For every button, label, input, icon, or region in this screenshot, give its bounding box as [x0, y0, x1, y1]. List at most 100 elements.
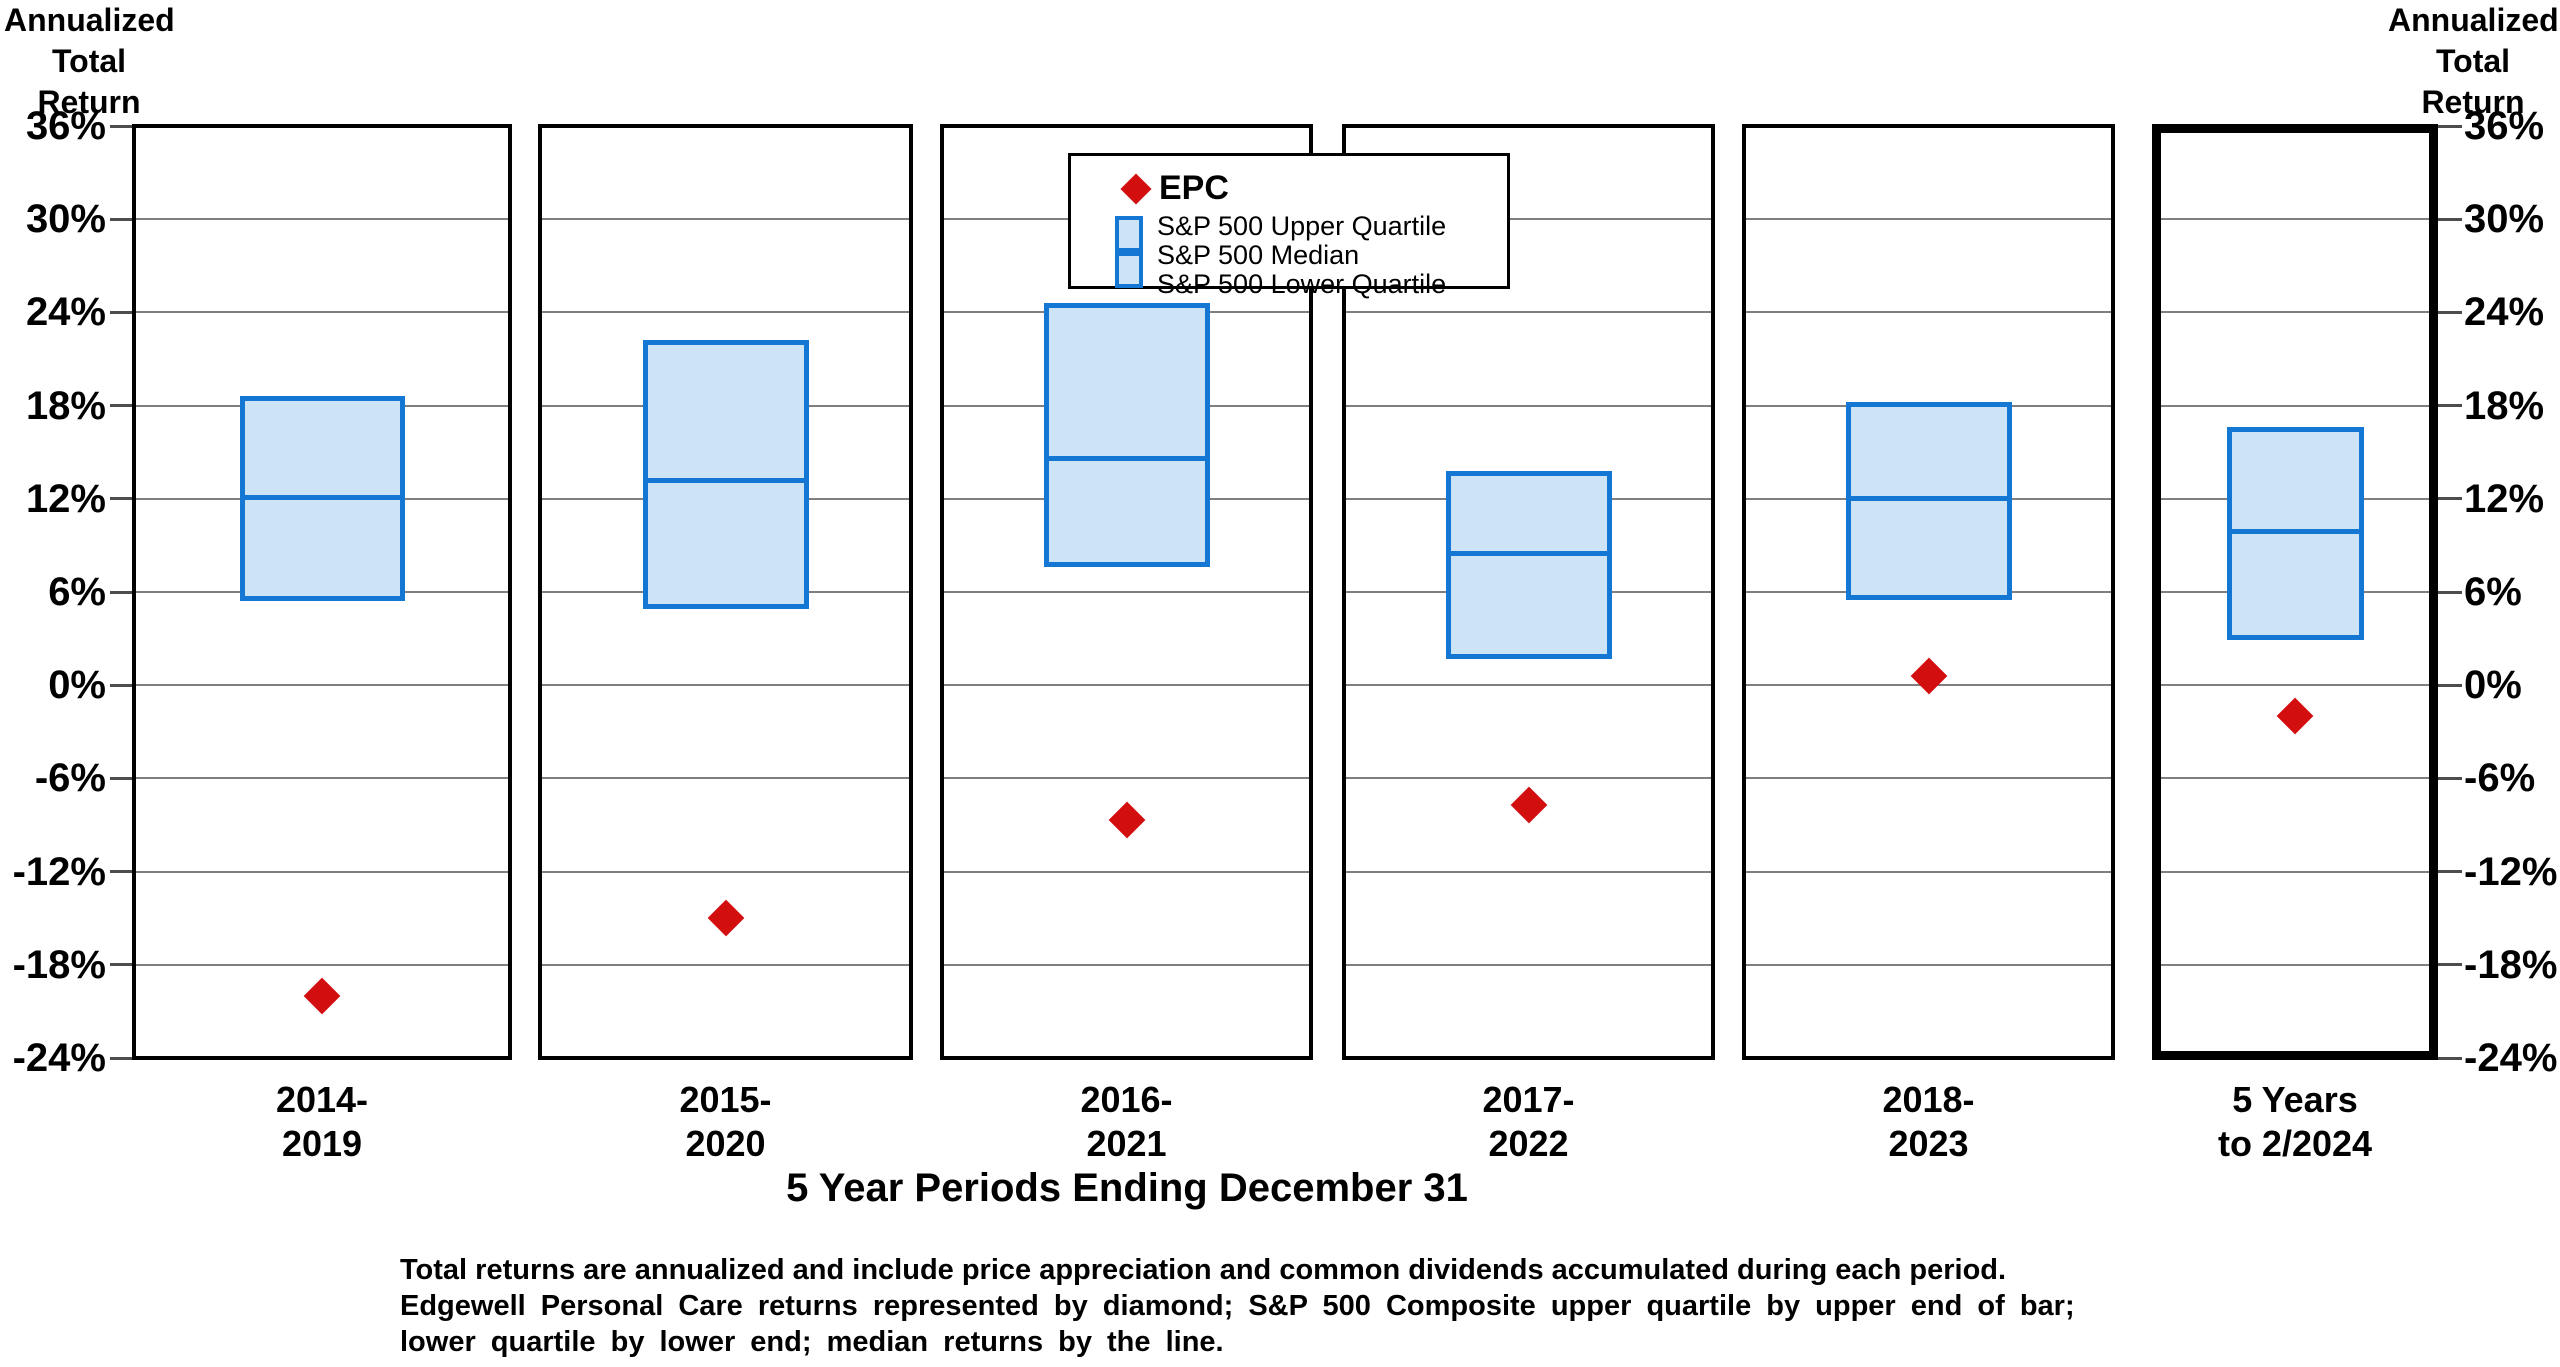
x-category-label: 5 Years to 2/2024: [2152, 1078, 2438, 1166]
y-tick-label-right: 0%: [2464, 663, 2522, 708]
legend-item-upper-quartile: S&P 500 Upper Quartile: [1157, 211, 1447, 241]
x-category-label: 2015- 2020: [538, 1078, 913, 1166]
gridline: [1345, 218, 1712, 221]
gridline: [1745, 777, 2112, 780]
y-tick-mark-right: [2438, 497, 2462, 501]
gridline: [2155, 870, 2435, 873]
gridline: [541, 684, 910, 687]
y-tick-label-right: -24%: [2464, 1036, 2558, 1080]
y-axis-title-line: Return: [2421, 84, 2525, 120]
footnote-line: lower quartile by lower end; median retu…: [400, 1326, 1224, 1358]
y-tick-label-left: -18%: [12, 942, 106, 987]
gridline: [541, 777, 910, 780]
y-tick-mark-right: [2438, 870, 2462, 874]
quartile-box: [1445, 470, 1612, 659]
x-category-label-line: 2015-: [679, 1079, 772, 1120]
legend-items: S&P 500 Upper Quartile S&P 500 Median S&…: [1157, 212, 1446, 299]
quartile-box: [1043, 303, 1210, 568]
median-line: [1043, 455, 1210, 461]
epc-diamond-icon: [1120, 173, 1152, 205]
period-panel: [1742, 124, 2115, 1060]
y-tick-label-left: -6%: [34, 756, 106, 801]
period-panel: [2152, 124, 2438, 1060]
x-category-label-line: 2018-: [1882, 1079, 1975, 1120]
y-tick-mark-right: [2438, 310, 2462, 314]
quartile-box: [642, 340, 809, 610]
gridline: [135, 963, 509, 966]
y-tick-label-right: 24%: [2464, 290, 2545, 335]
gridline: [943, 963, 1310, 966]
gridline: [541, 870, 910, 873]
gridline: [541, 963, 910, 966]
median-line: [642, 477, 809, 483]
x-category-label-line: 2021: [1086, 1123, 1167, 1164]
legend-quartile-box-icon: [1115, 216, 1143, 288]
gridline: [943, 684, 1310, 687]
y-tick-mark-right: [2438, 217, 2462, 221]
y-tick-mark-right: [2438, 404, 2462, 408]
gridline: [2155, 404, 2435, 407]
y-tick-label-left: 36%: [25, 104, 106, 148]
y-tick-label-right: 12%: [2464, 476, 2545, 521]
median-line: [239, 494, 405, 500]
footnote: Total returns are annualized and include…: [400, 1252, 2200, 1360]
y-tick-label-left: 0%: [48, 663, 106, 708]
gridline: [1745, 311, 2112, 314]
y-tick-label-left: 6%: [48, 570, 106, 614]
x-category-label-line: 2016-: [1080, 1079, 1173, 1120]
x-category-label-line: 5 Years: [2232, 1079, 2358, 1120]
gridline: [1345, 963, 1712, 966]
gridline: [1345, 777, 1712, 780]
gridline: [1345, 870, 1712, 873]
x-category-label-line: 2017-: [1482, 1079, 1575, 1120]
y-tick-mark-left: [110, 963, 132, 967]
gridline: [135, 870, 509, 873]
gridline: [2155, 311, 2435, 314]
y-axis-title-left: Annualized Total Return: [4, 0, 175, 123]
gridline: [135, 311, 509, 314]
x-category-label: 2018- 2023: [1742, 1078, 2115, 1166]
y-axis-title-line: Total: [51, 43, 127, 79]
y-tick-mark-left: [110, 404, 132, 408]
y-tick-mark-left: [110, 217, 132, 221]
y-tick-label-left: 18%: [25, 383, 106, 428]
period-panel: [940, 124, 1313, 1060]
y-tick-label-right: -6%: [2464, 756, 2536, 801]
legend: EPC S&P 500 Upper Quartile S&P 500 Media…: [1068, 153, 1510, 299]
gridline: [1745, 963, 2112, 966]
x-category-label-line: 2014-: [275, 1079, 369, 1120]
y-tick-label-right: -18%: [2464, 942, 2558, 987]
gridline: [1345, 684, 1712, 687]
gridline: [135, 777, 509, 780]
y-tick-mark-left: [110, 124, 132, 128]
footnote-line: Edgewell Personal Care returns represent…: [400, 1290, 2075, 1322]
y-tick-label-right: 36%: [2464, 104, 2545, 148]
y-tick-mark-left: [110, 310, 132, 314]
period-panel: [1342, 124, 1715, 1060]
y-tick-mark-left: [110, 1056, 132, 1060]
y-tick-mark-left: [110, 776, 132, 780]
gridline: [2155, 963, 2435, 966]
y-axis-title-right: Annualized Total Return: [2388, 0, 2559, 123]
gridline: [1345, 404, 1712, 407]
x-axis-title: 5 Year Periods Ending December 31: [786, 1166, 1468, 1210]
y-tick-mark-right: [2438, 124, 2462, 128]
median-line: [1445, 550, 1612, 556]
gridline: [943, 870, 1310, 873]
x-category-label-line: 2019: [281, 1123, 363, 1164]
y-tick-mark-left: [110, 497, 132, 501]
y-axis-title-line: Return: [37, 84, 141, 120]
gridline: [135, 218, 509, 221]
period-panel: [132, 124, 512, 1060]
gridline: [1345, 311, 1712, 314]
footnote-line: Total returns are annualized and include…: [400, 1254, 2007, 1286]
y-tick-label-right: 18%: [2464, 383, 2545, 428]
x-category-label: 2017- 2022: [1342, 1078, 1715, 1166]
median-line: [2226, 528, 2364, 534]
legend-box-lower-half: [1115, 252, 1143, 288]
gridline: [1745, 870, 2112, 873]
gridline: [2155, 218, 2435, 221]
y-axis-title-line: Annualized: [2388, 2, 2559, 38]
x-category-label-line: 2022: [1488, 1123, 1569, 1164]
legend-item-median: S&P 500 Median: [1157, 240, 1360, 270]
